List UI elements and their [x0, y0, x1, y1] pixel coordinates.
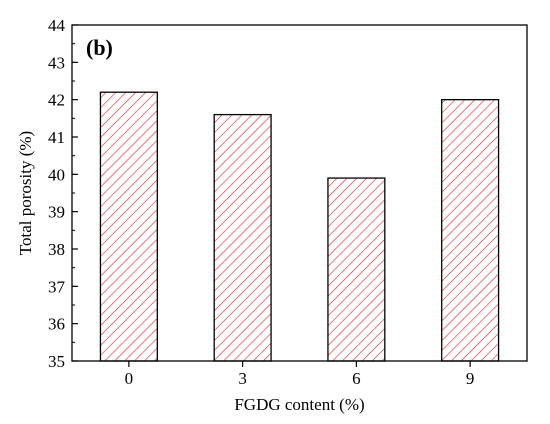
- x-tick-label: 0: [125, 369, 134, 388]
- panel-label: (b): [86, 35, 113, 60]
- x-tick-label: 9: [466, 369, 475, 388]
- x-tick-label: 6: [352, 369, 361, 388]
- y-tick-label: 42: [48, 91, 65, 110]
- bar-9: [441, 99, 500, 362]
- y-tick-label: 38: [48, 240, 65, 259]
- y-tick-label: 44: [48, 16, 66, 35]
- y-tick-label: 43: [48, 53, 65, 72]
- bar-0: [99, 91, 158, 362]
- bars: [99, 91, 500, 362]
- x-tick-label: 3: [238, 369, 247, 388]
- y-axis-title: Total porosity (%): [16, 131, 35, 255]
- y-tick-label: 37: [48, 277, 66, 296]
- y-tick-label: 35: [48, 352, 65, 371]
- bar-3: [213, 113, 272, 362]
- x-axis-title: FGDG content (%): [234, 395, 364, 414]
- y-tick-label: 39: [48, 203, 65, 222]
- y-tick-label: 40: [48, 165, 65, 184]
- y-tick-label: 41: [48, 128, 65, 147]
- bar-6: [327, 177, 386, 362]
- y-tick-label: 36: [48, 315, 65, 334]
